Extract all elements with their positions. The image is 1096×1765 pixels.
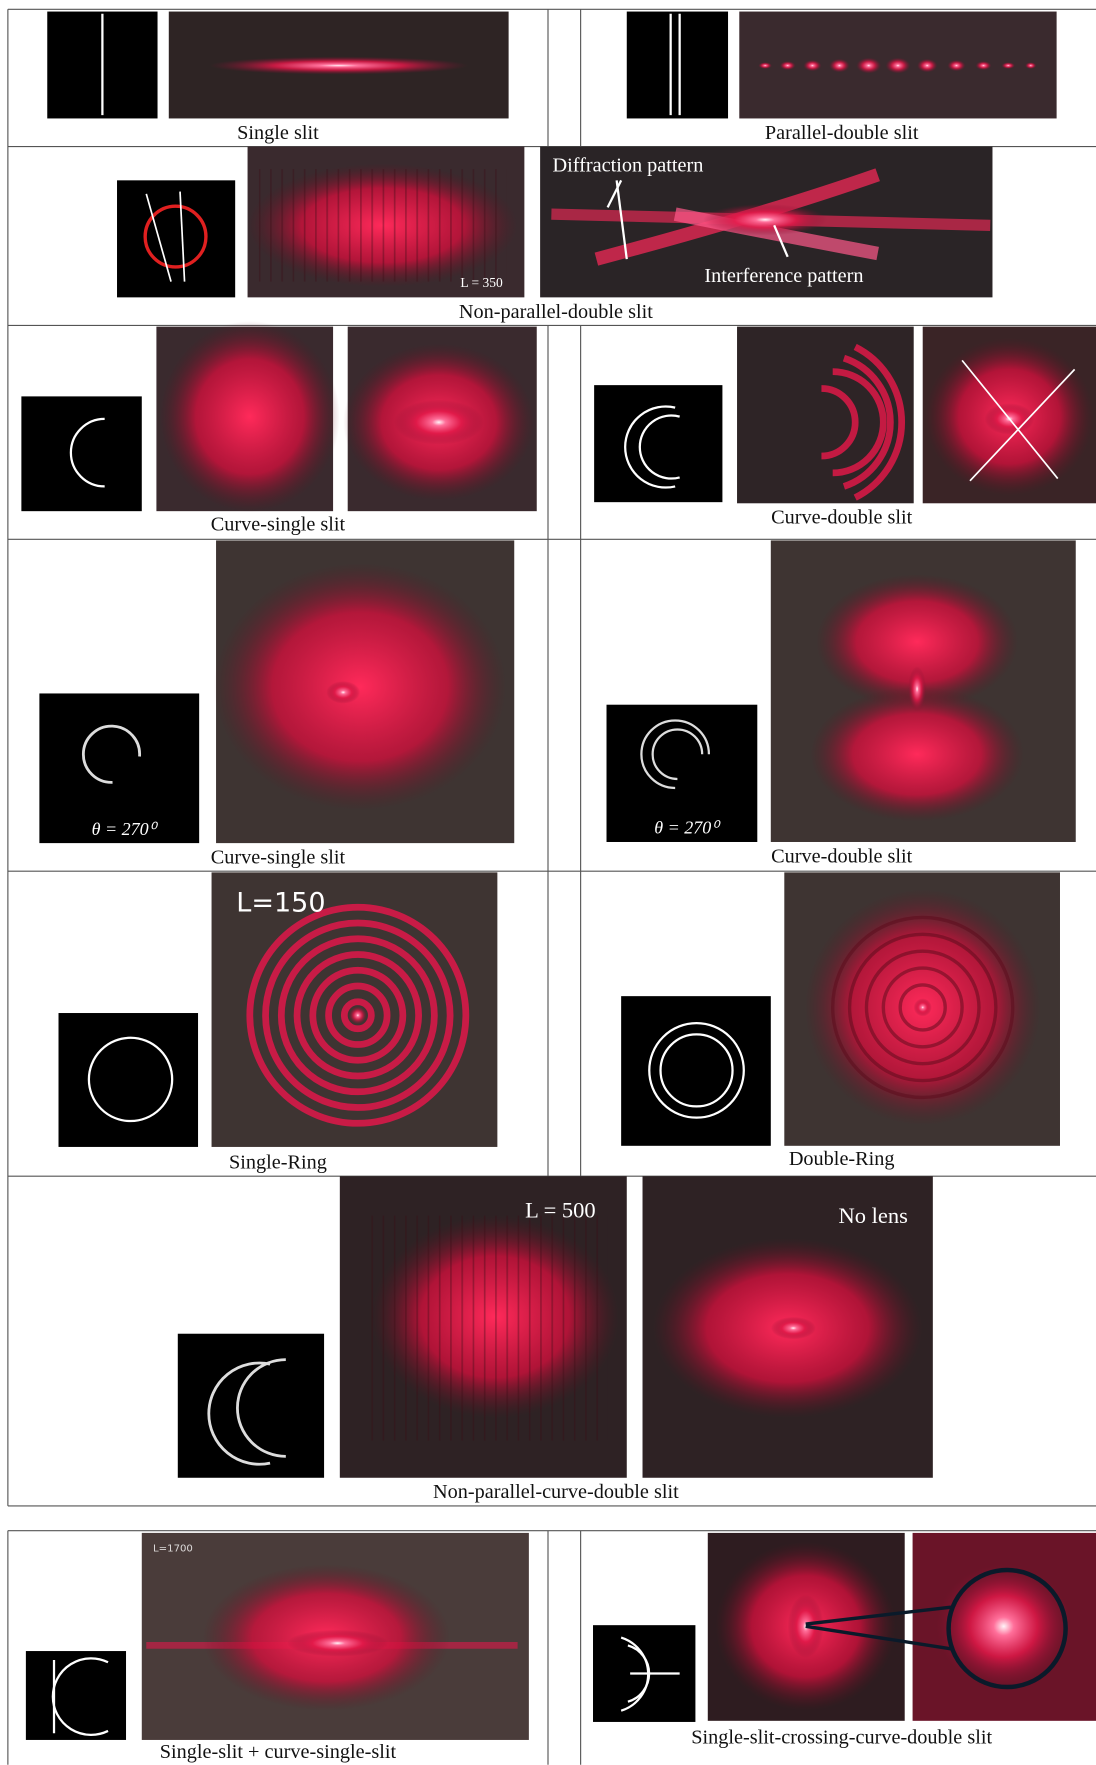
slit-mask: [26, 1651, 126, 1740]
annotation: No lens: [839, 1203, 908, 1228]
fringes: [371, 1216, 607, 1441]
caption: Single-slit + curve-single-slit: [160, 1741, 397, 1763]
annotation: L=1700: [153, 1544, 193, 1555]
pattern: [209, 57, 468, 75]
page: {"rows": [ {"cells": [{"caption": "Singl…: [0, 0, 1096, 1765]
slit-mask: [627, 12, 728, 119]
row-4: L=150 Single-Ring Double-Ring: [59, 872, 1060, 1173]
slit-mask: [59, 1013, 199, 1147]
annotation: Interference pattern: [704, 265, 863, 287]
annotation: θ = 270⁰: [654, 818, 721, 838]
annotation: L=150: [236, 887, 325, 918]
row-5: L = 500 No lens Non-parallel-curve-doubl…: [178, 1176, 933, 1503]
caption: Parallel-double slit: [765, 122, 919, 144]
annotation: L = 500: [525, 1197, 596, 1222]
caption: Curve-double slit: [771, 507, 913, 529]
annotation: θ = 270⁰: [92, 819, 159, 839]
pattern: [908, 666, 926, 711]
pattern: [914, 998, 932, 1016]
caption: Non-parallel-curve-double slit: [433, 1481, 679, 1503]
slit-mask: [621, 996, 771, 1146]
caption: Single slit: [237, 122, 319, 144]
slit-mask: [117, 180, 235, 297]
caption: Curve-single slit: [211, 847, 346, 869]
caption: Single-Ring: [229, 1151, 327, 1173]
pattern: [771, 1317, 816, 1340]
row-3: θ = 270⁰ Curve-single slit θ = 270⁰ Curv…: [39, 540, 1075, 868]
row-2: Curve-single slit Curve-double slit: [21, 321, 1096, 535]
pattern: [394, 400, 484, 445]
slit-mask: [178, 1334, 324, 1478]
pattern: [160, 321, 340, 512]
fringes: [259, 169, 507, 282]
caption: Non-parallel-double slit: [459, 301, 653, 323]
annotation: Diffraction pattern: [553, 154, 704, 176]
pattern: [287, 1630, 388, 1657]
pattern: [349, 1006, 367, 1024]
figure: Single slit Parallel-double slit L = 350…: [0, 0, 1096, 1765]
caption: Single-slit-crossing-curve-double slit: [691, 1726, 992, 1748]
caption: Curve-double slit: [771, 845, 913, 867]
pattern: [326, 681, 360, 704]
row-6: L=1700 Single-slit + curve-single-slit S…: [26, 1533, 1096, 1763]
slit-mask: [594, 385, 722, 502]
row-1: L = 350 Diffraction pattern Interference…: [117, 147, 992, 323]
pattern: [214, 563, 507, 811]
caption: Curve-single slit: [211, 513, 346, 535]
slit-mask: [21, 396, 141, 511]
annotation: L = 350: [460, 275, 503, 290]
caption: Double-Ring: [789, 1148, 895, 1170]
row-0: Single slit Parallel-double slit: [47, 12, 1056, 144]
pattern: [703, 204, 827, 236]
